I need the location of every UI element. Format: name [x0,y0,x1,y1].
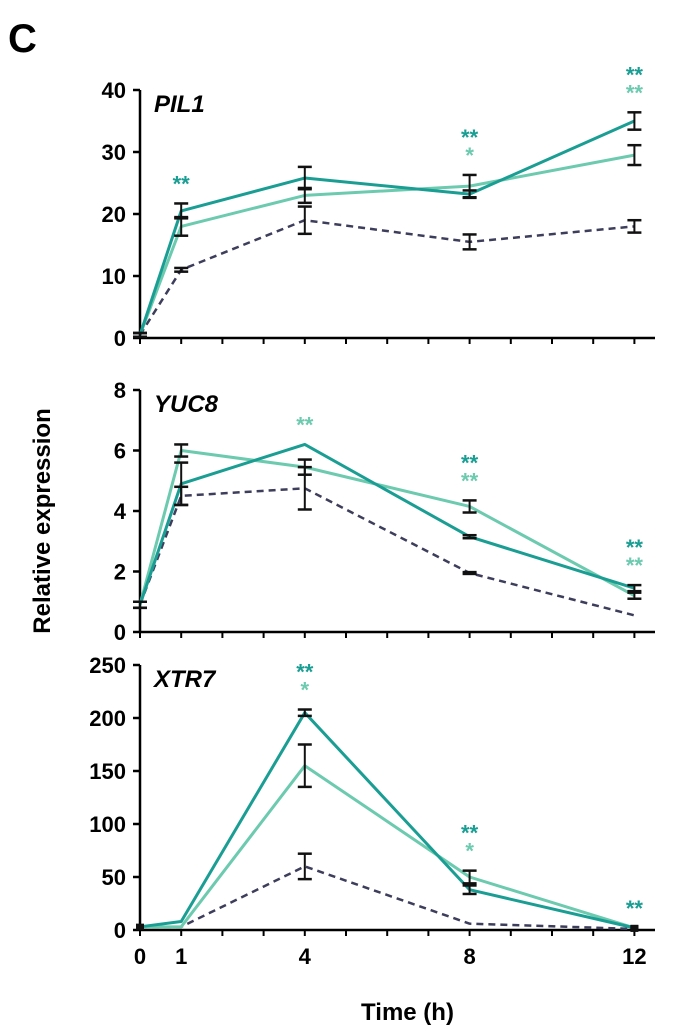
x-tick-label: 1 [175,944,187,969]
series-line-dashed [140,865,635,931]
series-line-light-teal [140,764,635,930]
x-tick-label: 0 [134,944,146,969]
significance-mark: ** [461,468,479,493]
y-axis-title: Relative expression [29,408,56,633]
y-tick-label: 6 [114,439,126,464]
gene-title: YUC8 [154,391,219,418]
x-tick-label: 12 [622,944,646,969]
y-tick-label: 100 [89,812,126,837]
series-line-dark-teal [138,442,635,606]
series-line-light-teal [138,153,635,336]
y-tick-label: 0 [114,326,126,351]
significance-mark: ** [461,125,479,150]
panel-letter: C [8,17,37,61]
y-tick-label: 200 [89,706,126,731]
y-tick-label: 50 [102,865,126,890]
significance-mark: ** [626,62,644,87]
significance-mark: ** [296,412,314,437]
y-tick-label: 10 [102,264,126,289]
significance-mark: ** [173,171,191,196]
y-tick-label: 4 [114,499,127,524]
significance-mark: ** [461,821,479,846]
y-tick-label: 0 [114,620,126,645]
data-point-marker [630,925,639,932]
gene-title: PIL1 [154,91,205,118]
x-tick-label: 4 [299,944,312,969]
gene-title: XTR7 [152,666,217,693]
significance-mark: ** [626,535,644,560]
data-point-marker [136,923,144,930]
series-line-dashed [138,487,635,617]
y-tick-label: 40 [102,78,126,103]
series-line-dark-teal [138,119,636,336]
series-line-dashed [138,218,635,336]
significance-mark: * [301,678,310,703]
plots: 010203040PIL1*********02468YUC8*********… [29,62,655,1026]
y-tick-label: 0 [114,918,126,943]
x-axis-title: Time (h) [361,999,454,1026]
y-tick-label: 30 [102,140,126,165]
y-tick-label: 2 [114,560,126,585]
significance-mark: * [465,143,474,168]
significance-mark: * [465,839,474,864]
y-tick-label: 150 [89,759,126,784]
y-tick-label: 250 [89,653,126,678]
significance-mark: ** [461,450,479,475]
x-tick-label: 8 [463,944,475,969]
significance-mark: ** [626,553,644,578]
significance-mark: ** [626,80,644,105]
significance-mark: ** [296,660,314,685]
y-tick-label: 8 [114,378,126,403]
y-tick-label: 20 [102,202,126,227]
significance-mark: ** [626,896,644,921]
